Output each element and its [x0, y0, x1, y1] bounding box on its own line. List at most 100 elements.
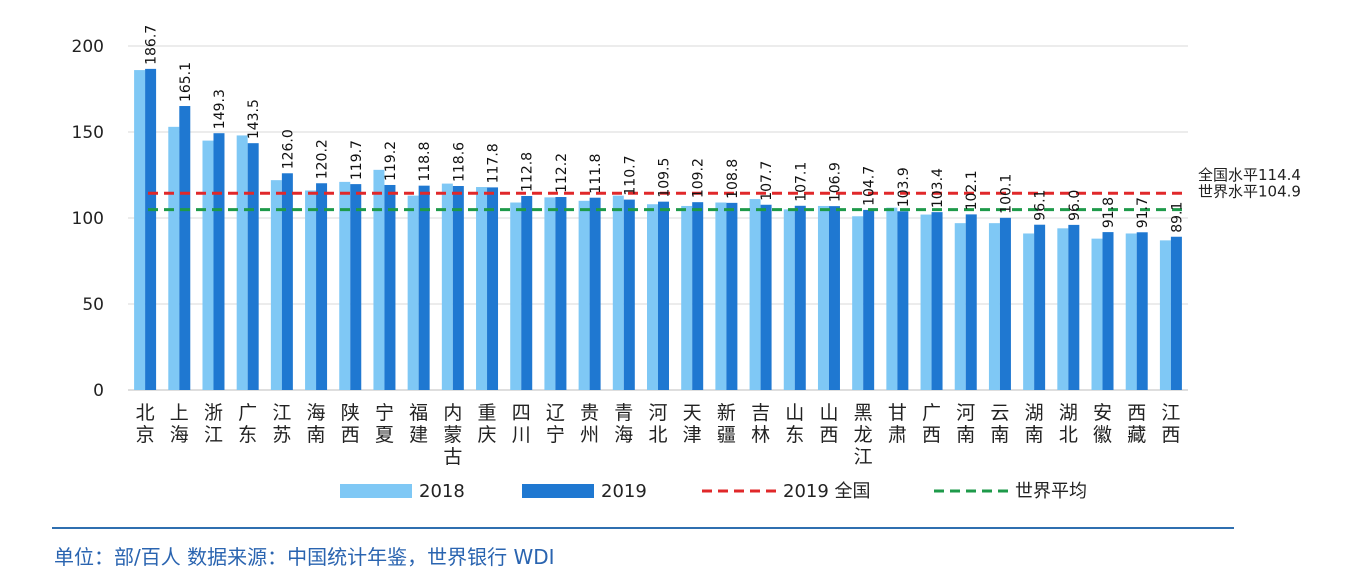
- data-label: 109.5: [657, 158, 673, 198]
- bar-2018: [988, 223, 1000, 390]
- bar-2018: [1023, 233, 1035, 390]
- reference-line-label: 世界水平104.9: [1198, 183, 1301, 201]
- legend-swatch-2019: [522, 484, 594, 498]
- bar-2018: [1057, 228, 1069, 390]
- bar-2019: [658, 201, 669, 390]
- bar-2018: [681, 205, 693, 390]
- y-axis: 0 50 100 150 200: [72, 37, 104, 401]
- legend-swatch-2018: [340, 484, 412, 498]
- data-label: 102.1: [964, 170, 980, 210]
- x-axis: 北京上海浙江广东江苏海南陕西宁夏福建内蒙古重庆四川辽宁贵州青海河北天津新疆吉林山…: [136, 402, 1181, 468]
- bar-2018: [134, 70, 146, 390]
- bar-2018: [510, 202, 522, 390]
- data-label: 119.7: [349, 140, 365, 180]
- x-tick-label: 辽宁: [546, 402, 565, 446]
- data-label: 112.2: [554, 153, 570, 193]
- bar-2018: [339, 181, 351, 390]
- bar-2018: [1159, 240, 1171, 390]
- bar-2019: [760, 204, 772, 390]
- data-label: 103.9: [896, 167, 912, 207]
- bar-2019: [965, 214, 977, 390]
- data-label: 91.8: [1101, 197, 1117, 228]
- bar-2018: [305, 190, 317, 390]
- x-tick-label: 宁夏: [375, 402, 394, 446]
- bar-2019: [487, 187, 499, 390]
- data-label: 109.2: [691, 158, 707, 198]
- bar-2019: [623, 199, 635, 390]
- data-label: 117.8: [486, 143, 502, 183]
- bar-2019: [145, 68, 157, 390]
- data-label: 106.9: [827, 162, 843, 202]
- y-tick-label: 150: [72, 123, 104, 143]
- x-tick-label: 广东: [238, 402, 257, 446]
- bar-2019: [418, 185, 430, 390]
- x-tick-label: 安徽: [1093, 402, 1112, 446]
- x-tick-label: 江苏: [272, 402, 291, 446]
- bar-2018: [578, 200, 590, 390]
- data-label: 103.4: [930, 168, 946, 208]
- x-tick-label: 西藏: [1127, 402, 1146, 446]
- data-label: 111.8: [588, 154, 604, 194]
- legend-label-2019: 2019: [601, 481, 647, 502]
- x-tick-label: 黑龙江: [854, 402, 873, 468]
- x-tick-label: 贵州: [580, 402, 599, 446]
- x-tick-label: 云南: [990, 402, 1009, 446]
- y-tick-label: 50: [82, 295, 104, 315]
- x-tick-label: 广西: [922, 402, 941, 446]
- x-tick-label: 吉林: [751, 402, 770, 446]
- bar-2019: [316, 183, 328, 390]
- x-tick-label: 海南: [307, 402, 326, 446]
- bar-2018: [441, 183, 453, 390]
- data-label: 110.7: [622, 156, 638, 196]
- bar-2019: [281, 173, 293, 390]
- bar-2018: [1125, 233, 1137, 390]
- x-tick-label: 江西: [1161, 402, 1180, 446]
- x-tick-label: 天津: [683, 402, 702, 446]
- x-tick-label: 福建: [409, 402, 428, 446]
- x-tick-label: 新疆: [717, 402, 736, 446]
- x-tick-label: 北京: [136, 402, 155, 446]
- data-label: 143.5: [246, 99, 262, 139]
- x-tick-label: 河北: [648, 402, 667, 446]
- x-tick-label: 内蒙古: [443, 402, 462, 468]
- data-label: 119.2: [383, 141, 399, 181]
- bar-2019: [1136, 232, 1148, 390]
- x-tick-label: 四川: [512, 402, 531, 446]
- bar-2019: [726, 202, 738, 390]
- x-tick-label: 青海: [614, 402, 633, 446]
- bar-2019: [1034, 224, 1046, 390]
- bar-2018: [886, 207, 898, 390]
- bar-2019: [213, 133, 225, 391]
- data-labels: 186.7 165.1 149.3 143.5 126.0 120.2 119.7 119.2…: [144, 25, 1186, 233]
- y-tick-label: 0: [93, 381, 104, 401]
- reference-line-label: 全国水平114.4: [1198, 166, 1301, 184]
- y-tick-label: 200: [72, 37, 104, 57]
- bar-2019: [897, 211, 909, 390]
- bar-2018: [373, 169, 385, 390]
- bar-2019: [555, 197, 567, 390]
- data-label: 126.0: [280, 129, 296, 169]
- bar-2019: [247, 143, 259, 390]
- x-tick-label: 陕西: [341, 402, 360, 446]
- data-label: 107.7: [759, 161, 775, 201]
- bar-2019: [931, 212, 943, 390]
- bar-2018: [920, 214, 932, 390]
- bars: [134, 68, 1182, 391]
- bar-2019: [828, 206, 840, 390]
- data-label: 149.3: [212, 89, 228, 129]
- x-tick-label: 湖北: [1059, 402, 1078, 446]
- x-tick-label: 山西: [819, 402, 838, 446]
- x-tick-label: 上海: [170, 402, 189, 446]
- bar-2019: [589, 197, 601, 390]
- legend-label-national: 2019 全国: [783, 481, 871, 502]
- data-label: 89.1: [1169, 202, 1185, 233]
- bar-2019: [350, 184, 362, 390]
- bar-2018: [817, 205, 829, 390]
- bar-2019: [521, 195, 533, 390]
- data-label: 118.6: [451, 142, 467, 182]
- bar-2018: [1091, 238, 1103, 390]
- x-tick-label: 甘肃: [888, 402, 907, 446]
- bar-2019: [1068, 224, 1080, 390]
